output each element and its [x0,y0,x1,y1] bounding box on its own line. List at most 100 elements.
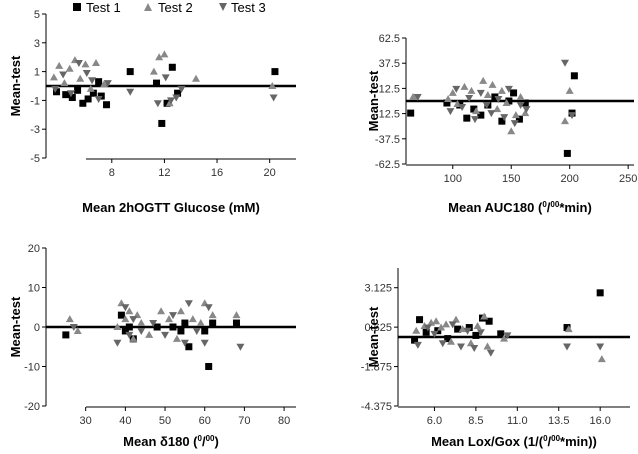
data-point [511,111,520,119]
data-point [163,99,171,107]
y-tick-label: -10 [24,362,40,374]
legend-test2-label: Test 2 [158,0,193,15]
x-tick-label: 13.5 [548,415,569,427]
data-point [49,73,58,81]
data-point [411,336,419,344]
data-point [416,316,424,324]
data-point [149,67,158,75]
data-point [165,99,174,107]
data-point [503,332,512,340]
x-tick-label: 16 [211,167,223,179]
data-point [205,363,213,370]
data-point [463,327,472,335]
x-tick-label: 200 [561,173,579,185]
data-point [86,84,95,92]
data-point [60,79,69,87]
data-point [55,61,64,69]
data-point [487,110,496,118]
data-point [458,104,467,112]
data-point [232,319,240,327]
data-point [192,327,201,335]
data-point [121,327,129,335]
x-tick-label: 80 [278,415,290,427]
data-point [232,311,241,319]
data-point [65,64,74,72]
series-test-3 [51,59,278,108]
y-tick-label: 1 [34,67,40,79]
data-point [570,72,578,80]
data-point [430,330,439,338]
data-point [477,111,485,119]
x-tick-label: 12 [158,167,170,179]
y-tick-label: -4.375 [361,401,392,413]
data-point [565,86,574,94]
y-tick-label: 37.5 [379,58,400,70]
data-point [465,324,473,332]
data-point [500,334,509,342]
data-point [51,85,60,93]
data-point [485,317,493,325]
y-axis-label: Mean-test [366,306,381,367]
data-point [161,331,170,339]
data-point [74,86,82,94]
data-point [480,312,489,320]
data-point [563,324,571,332]
data-point [53,88,61,96]
x-tick-label: 8.5 [468,415,483,427]
data-point [486,349,495,357]
y-tick-label: -1.875 [361,362,392,374]
x-tick-label: 100 [444,173,462,185]
data-point [473,321,482,329]
data-point [129,334,138,342]
data-point [84,95,92,103]
series-test-1 [53,63,279,127]
data-point [407,109,415,117]
data-point [172,334,181,342]
data-point [113,339,122,347]
chart-auc: 62.5 37.5 12.5 -12.5 -37.5 -62.5 100 150 200 250 M… [366,33,637,215]
data-point [505,97,513,105]
data-point [443,99,451,107]
data-point [68,94,76,102]
series-test-2 [65,299,241,342]
data-point [563,149,571,157]
y-axis-label: Mean-test [8,296,23,357]
x-axis-label: Mean δ180 (0/00) [123,434,219,449]
data-point [62,331,70,339]
x-tick-label: 70 [238,415,250,427]
legend-test3-marker [219,3,227,11]
data-point [448,321,457,329]
data-point [467,86,476,94]
data-point [185,343,193,351]
data-point [494,95,503,103]
x-tick-label: 16.0 [589,415,610,427]
data-point [153,100,162,108]
data-point [432,317,441,325]
data-point [510,120,519,128]
chart-glucose: 5 3 1 -1 -3 -5 8 12 16 20 Mean-test Mean 2hOGTT Glu… [8,9,296,215]
data-point [413,341,422,349]
data-point [121,315,130,323]
x-axis-label: Mean AUC180 (0/00*min) [448,200,592,215]
data-point [153,323,161,331]
y-tick-label: 12.5 [379,83,400,95]
x-tick-label: 20 [264,167,276,179]
data-point [442,320,451,328]
x-tick-label: 60 [199,415,211,427]
data-point [168,312,177,320]
data-point [181,319,189,327]
data-point [507,127,516,135]
data-point [82,70,91,78]
y-tick-label: 3.125 [364,283,392,295]
data-point [161,74,170,82]
data-point [444,94,453,102]
data-point [92,58,100,66]
data-point [201,327,209,335]
data-point [165,315,174,323]
data-point [103,101,111,109]
data-point [196,319,205,327]
data-point [446,108,455,116]
data-point [95,78,103,86]
data-point [596,289,604,297]
data-point [125,331,134,339]
